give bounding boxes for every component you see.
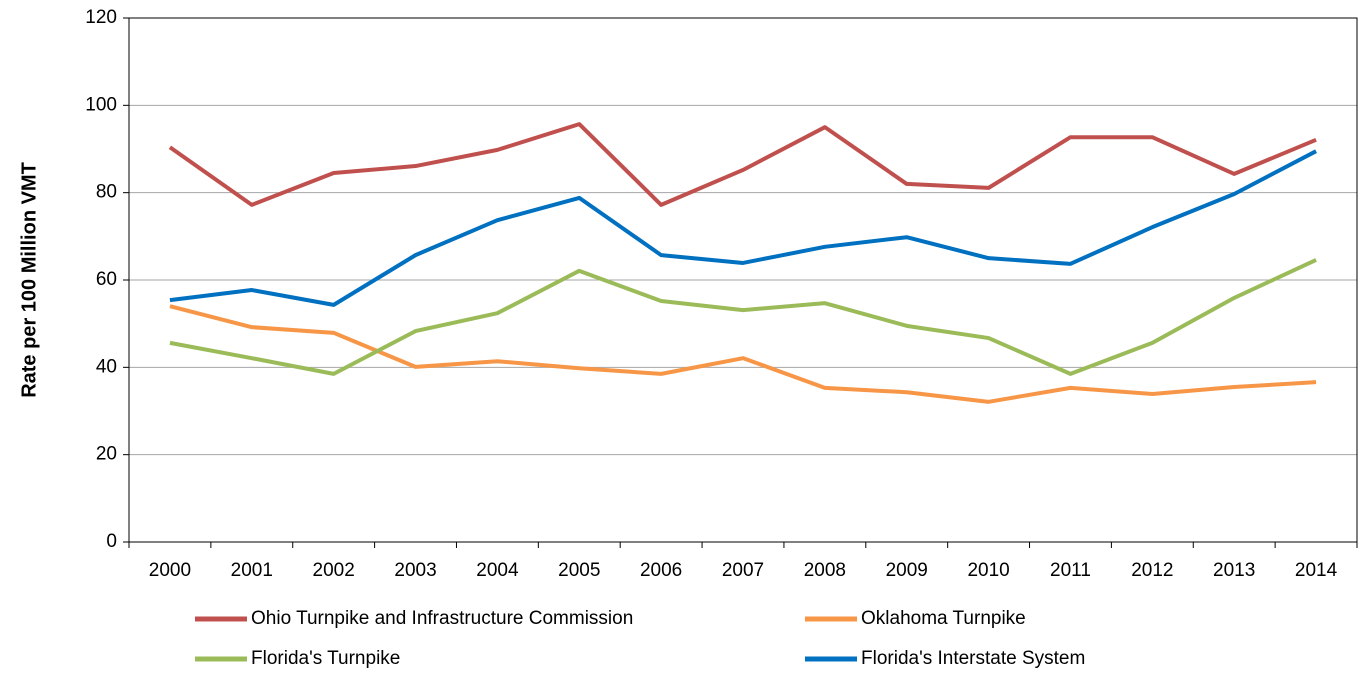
y-tick-label: 80 [96,182,117,203]
y-tick-label: 0 [106,531,117,552]
y-axis-label: Rate per 100 Million VMT [18,162,40,398]
y-tick-label: 40 [96,356,117,377]
x-tick-label: 2003 [394,560,436,581]
x-tick-label: 2000 [149,560,191,581]
plot-frame [128,17,1358,543]
x-tick-label: 2005 [558,560,600,581]
x-tick-label: 2011 [1050,560,1091,581]
x-tick-label: 2001 [231,560,273,581]
y-tick-label: 100 [85,94,117,115]
y-tick-label: 20 [96,444,117,465]
legend-label: Florida's Turnpike [251,648,400,669]
legend-label: Florida's Interstate System [861,648,1085,669]
x-tick-label: 2012 [1131,560,1173,581]
x-tick-label: 2010 [967,560,1009,581]
x-tick-label: 2002 [313,560,355,581]
y-tick-label: 60 [96,269,117,290]
y-tick-label: 120 [85,7,117,28]
series-line [169,258,1317,376]
series-line [169,304,1317,404]
x-tick-label: 2007 [722,560,764,581]
series-line [168,122,1317,207]
legend-label: Oklahoma Turnpike [861,608,1026,629]
x-tick-label: 2004 [476,560,519,581]
x-tick-label: 2006 [640,560,682,581]
x-tick-label: 2008 [804,560,846,581]
series-line [169,149,1317,307]
x-tick-label: 2009 [886,560,928,581]
x-tick-label: 2013 [1213,560,1255,581]
x-tick-label: 2014 [1295,560,1338,581]
legend-label: Ohio Turnpike and Infrastructure Commiss… [251,608,633,629]
